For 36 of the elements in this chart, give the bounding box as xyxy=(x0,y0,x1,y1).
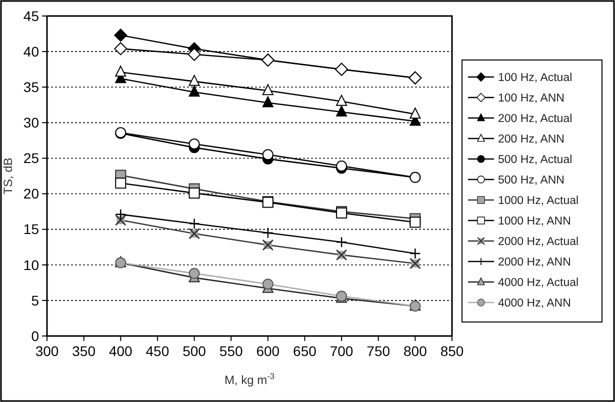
legend-label: 2000 Hz, Actual xyxy=(498,236,579,248)
legend-label: 100 Hz, Actual xyxy=(498,72,572,84)
y-tick-label: 25 xyxy=(23,150,40,166)
x-tick-label: 850 xyxy=(440,343,464,359)
y-tick-label: 5 xyxy=(31,292,40,308)
x-tick-label: 700 xyxy=(330,343,354,359)
x-tick-label: 400 xyxy=(108,343,133,359)
y-tick-label: 0 xyxy=(31,328,40,344)
legend-label: 1000 Hz, ANN xyxy=(498,216,571,228)
legend-label: 4000 Hz, ANN xyxy=(498,298,571,310)
legend-label: 2000 Hz, ANN xyxy=(498,256,571,269)
legend-label: 500 Hz, Actual xyxy=(498,154,572,166)
x-tick-label: 800 xyxy=(404,343,428,359)
legend-label: 500 Hz, ANN xyxy=(498,174,564,187)
y-axis-title: TS, dB xyxy=(1,158,15,194)
y-tick-label: 20 xyxy=(23,186,40,202)
legend-label: 200 Hz, ANN xyxy=(498,134,564,146)
y-tick-label: 10 xyxy=(23,256,40,273)
x-tick-label: 600 xyxy=(256,343,280,359)
legend-label: 200 Hz, Actual xyxy=(498,113,572,126)
x-tick-label: 500 xyxy=(182,343,206,359)
y-tick-label: 40 xyxy=(23,43,40,60)
x-tick-label: 550 xyxy=(219,343,243,359)
x-tick-label: 450 xyxy=(146,343,170,359)
y-tick-label: 30 xyxy=(23,114,40,131)
x-axis-title: M, kg m$^{-3}$ xyxy=(224,371,275,387)
x-tick-label: 650 xyxy=(293,343,317,359)
x-tick-label: 750 xyxy=(366,343,390,359)
y-tick-label: 15 xyxy=(23,221,40,238)
y-tick-label: 45 xyxy=(23,8,40,24)
y-tick-label: 35 xyxy=(23,79,40,96)
x-tick-label: 350 xyxy=(72,343,96,359)
x-tick-label: 300 xyxy=(35,343,59,359)
legend-label: 4000 Hz, Actual xyxy=(498,277,579,290)
legend-label: 100 Hz, ANN xyxy=(498,92,564,105)
legend-label: 1000 Hz, Actual xyxy=(498,195,579,208)
